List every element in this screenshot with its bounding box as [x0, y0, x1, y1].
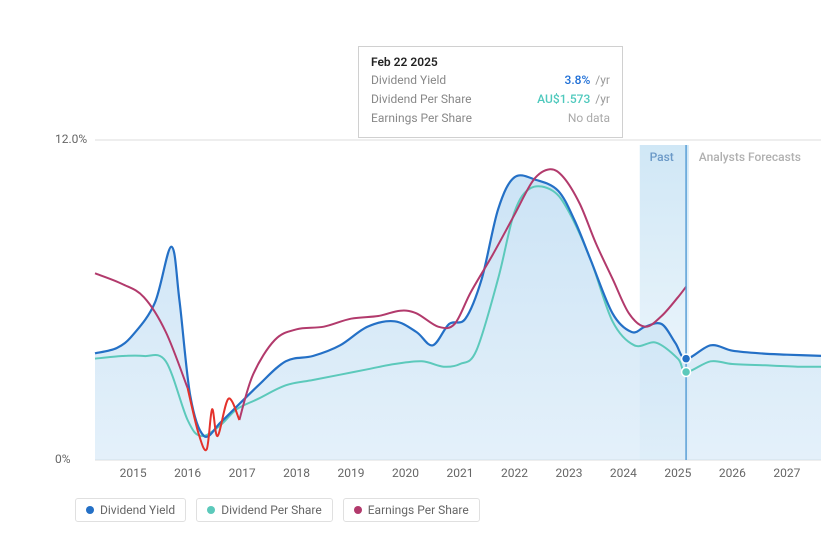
x-axis-tick: 2027 [773, 466, 800, 480]
tooltip-row-unit: /yr [592, 73, 610, 87]
y-axis-tick: 0% [55, 452, 71, 466]
x-axis-tick: 2015 [120, 466, 147, 480]
legend-dot-icon [207, 506, 215, 514]
legend-item-label: Earnings Per Share [368, 503, 469, 517]
x-axis-tick: 2025 [664, 466, 691, 480]
legend-dot-icon [354, 506, 362, 514]
x-axis-tick: 2019 [338, 466, 365, 480]
tooltip-row: Earnings Per Share No data [371, 109, 610, 128]
tooltip-row-label: Dividend Per Share [371, 90, 472, 109]
legend-item-label: Dividend Yield [100, 503, 175, 517]
tooltip-row: Dividend Yield 3.8% /yr [371, 71, 610, 90]
tooltip-row-value: No data [568, 109, 610, 128]
tooltip-date: Feb 22 2025 [371, 55, 610, 69]
x-axis-tick: 2024 [610, 466, 637, 480]
tooltip-row-label: Earnings Per Share [371, 109, 472, 128]
chart-tooltip: Feb 22 2025 Dividend Yield3.8% /yrDivide… [358, 46, 623, 138]
tooltip-row: Dividend Per Share AU$1.573 /yr [371, 90, 610, 109]
tooltip-row-label: Dividend Yield [371, 71, 446, 90]
tooltip-row-value: AU$1.573 /yr [537, 90, 610, 109]
x-axis-tick: 2021 [447, 466, 474, 480]
x-axis-tick: 2026 [719, 466, 746, 480]
legend-item-label: Dividend Per Share [221, 503, 322, 517]
tooltip-row-unit: /yr [592, 92, 610, 106]
x-axis-tick: 2022 [501, 466, 528, 480]
legend-dot-icon [86, 506, 94, 514]
y-axis-tick: 12.0% [55, 132, 87, 146]
x-axis-tick: 2017 [229, 466, 256, 480]
legend-item[interactable]: Earnings Per Share [343, 498, 480, 522]
region-label-past: Past [650, 150, 674, 164]
x-axis-tick: 2023 [555, 466, 582, 480]
x-axis-tick: 2016 [174, 466, 201, 480]
legend-item[interactable]: Dividend Yield [75, 498, 186, 522]
x-axis-tick: 2020 [392, 466, 419, 480]
legend-item[interactable]: Dividend Per Share [196, 498, 333, 522]
region-label-forecast: Analysts Forecasts [699, 150, 801, 164]
tooltip-row-value: 3.8% /yr [565, 71, 610, 90]
x-axis-tick: 2018 [283, 466, 310, 480]
chart-legend: Dividend Yield Dividend Per Share Earnings… [75, 498, 480, 522]
dividend-chart: Feb 22 2025 Dividend Yield3.8% /yrDivide… [20, 20, 821, 528]
